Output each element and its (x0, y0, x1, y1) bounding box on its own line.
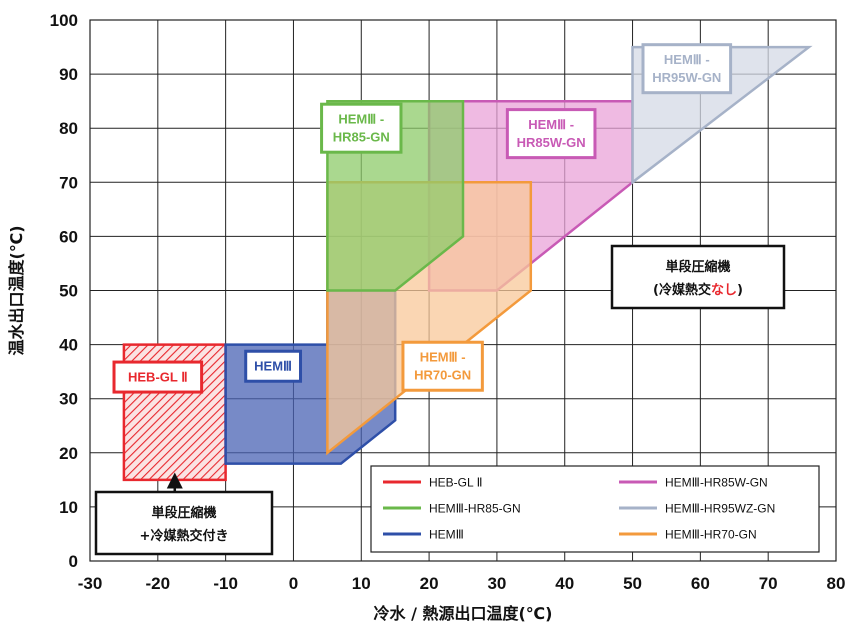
y-tick-label: 30 (59, 390, 78, 409)
annotation-frame (94, 490, 274, 556)
annotation-line: +冷媒熱交付き (140, 528, 229, 544)
legend-label: HEMⅢ-HR85-GN (429, 502, 521, 516)
y-tick-label: 40 (59, 336, 78, 355)
area-label-text: HR70-GN (414, 368, 471, 383)
annotation-box: 単段圧縮機 (冷媒熱交なし) (610, 244, 786, 310)
area-label-text: HR95W-GN (652, 70, 721, 85)
area-label-text: HEMⅢ - (528, 117, 574, 132)
legend-label: HEMⅢ-HR95WZ-GN (665, 502, 775, 516)
y-axis-title: 温水出口温度(℃) (7, 225, 26, 356)
area-label-2: HEMⅢ - HR85W-GN (505, 108, 597, 160)
axes: -30 -20 -10 0 10 20 30 40 50 60 70 80 0 10 20 30 40 50 60 7… (7, 11, 845, 623)
legend-label: HEB-GL Ⅱ (429, 476, 482, 490)
x-tick-label: 30 (487, 574, 506, 593)
arrow-head (166, 472, 183, 489)
area-label-3: HEMⅢ - HR95W-GN (641, 43, 733, 95)
annotations: 単段圧縮機 (冷媒熱交なし) 単段圧縮機 +冷媒熱交付き (94, 244, 786, 556)
area-label-text: HEMⅢ - (338, 112, 384, 127)
x-axis-title: 冷水 / 熱源出口温度(℃) (374, 604, 553, 623)
area-label-5: HEMⅢ - HR85-GN (320, 102, 403, 154)
area-label-text: HEMⅢ (254, 359, 292, 374)
y-tick-label: 20 (59, 444, 78, 463)
annotation-highlight: なし (711, 283, 737, 298)
x-tick-label: 10 (352, 574, 371, 593)
legend-entry: HEMⅢ (383, 528, 464, 542)
area-label-1: HEMⅢ (244, 349, 303, 383)
x-tick-label: 70 (759, 574, 778, 593)
legend-entry: HEMⅢ-HR85W-GN (619, 476, 768, 490)
legend-box (370, 465, 820, 553)
x-tick-label: 80 (827, 574, 846, 593)
x-tick-label: -30 (78, 574, 103, 593)
area-label-text: HR85-GN (333, 130, 390, 145)
annotation-line: (冷媒熱交なし) (653, 282, 743, 298)
area-label-text: HEMⅢ - (664, 52, 710, 67)
area-label-box (320, 102, 403, 154)
y-tick-label: 0 (69, 552, 78, 571)
x-tick-label: 0 (289, 574, 298, 593)
y-tick-label: 60 (59, 227, 78, 246)
y-tick-label: 100 (50, 11, 78, 30)
area-label-box (112, 360, 204, 394)
x-tick-label: 20 (420, 574, 439, 593)
legend-label: HEMⅢ-HR70-GN (665, 528, 757, 542)
area-label-box (244, 349, 303, 383)
annotation-frame (610, 244, 786, 310)
legend-entry: HEMⅢ-HR70-GN (619, 528, 757, 542)
y-tick-label: 50 (59, 282, 78, 301)
area-label-0: HEB-GL Ⅱ (112, 360, 204, 394)
area-label-4: HEMⅢ - HR70-GN (401, 340, 484, 392)
annotation-line: 単段圧縮機 (665, 259, 730, 275)
x-tick-label: 40 (555, 574, 574, 593)
legend-label: HEMⅢ (429, 528, 464, 542)
area-label-box (641, 43, 733, 95)
x-tick-label: 50 (623, 574, 642, 593)
legend-label: HEMⅢ-HR85W-GN (665, 476, 768, 490)
legend-entry: HEB-GL Ⅱ (383, 476, 482, 490)
y-tick-label: 70 (59, 173, 78, 192)
annotation-span: (冷媒熱交 (653, 282, 711, 298)
area-label-box (401, 340, 484, 392)
y-tick-label: 10 (59, 498, 78, 517)
legend-entry: HEMⅢ-HR95WZ-GN (619, 502, 775, 516)
x-tick-label: 60 (691, 574, 710, 593)
x-tick-label: -20 (146, 574, 171, 593)
annotation-box-2: 単段圧縮機 +冷媒熱交付き (94, 472, 274, 556)
y-tick-label: 90 (59, 65, 78, 84)
area-labels: HEB-GL Ⅱ HEMⅢ HEMⅢ - HR85W-GN HEMⅢ - HR95W-GN… (112, 43, 733, 394)
plot-frame (89, 19, 837, 562)
y-tick-label: 80 (59, 119, 78, 138)
area-label-box (505, 108, 597, 160)
x-tick-label: -10 (213, 574, 238, 593)
area-label-text: HEB-GL Ⅱ (128, 370, 188, 385)
legend: HEB-GL Ⅱ HEMⅢ-HR85-GN HEMⅢ HEMⅢ-HR85W-GN HEM… (370, 465, 820, 553)
area-label-text: HR85W-GN (517, 135, 586, 150)
legend-entry: HEMⅢ-HR85-GN (383, 502, 521, 516)
annotation-line: 単段圧縮機 (151, 505, 216, 521)
area-label-text: HEMⅢ - (420, 350, 466, 365)
annotation-span: ) (737, 283, 743, 298)
